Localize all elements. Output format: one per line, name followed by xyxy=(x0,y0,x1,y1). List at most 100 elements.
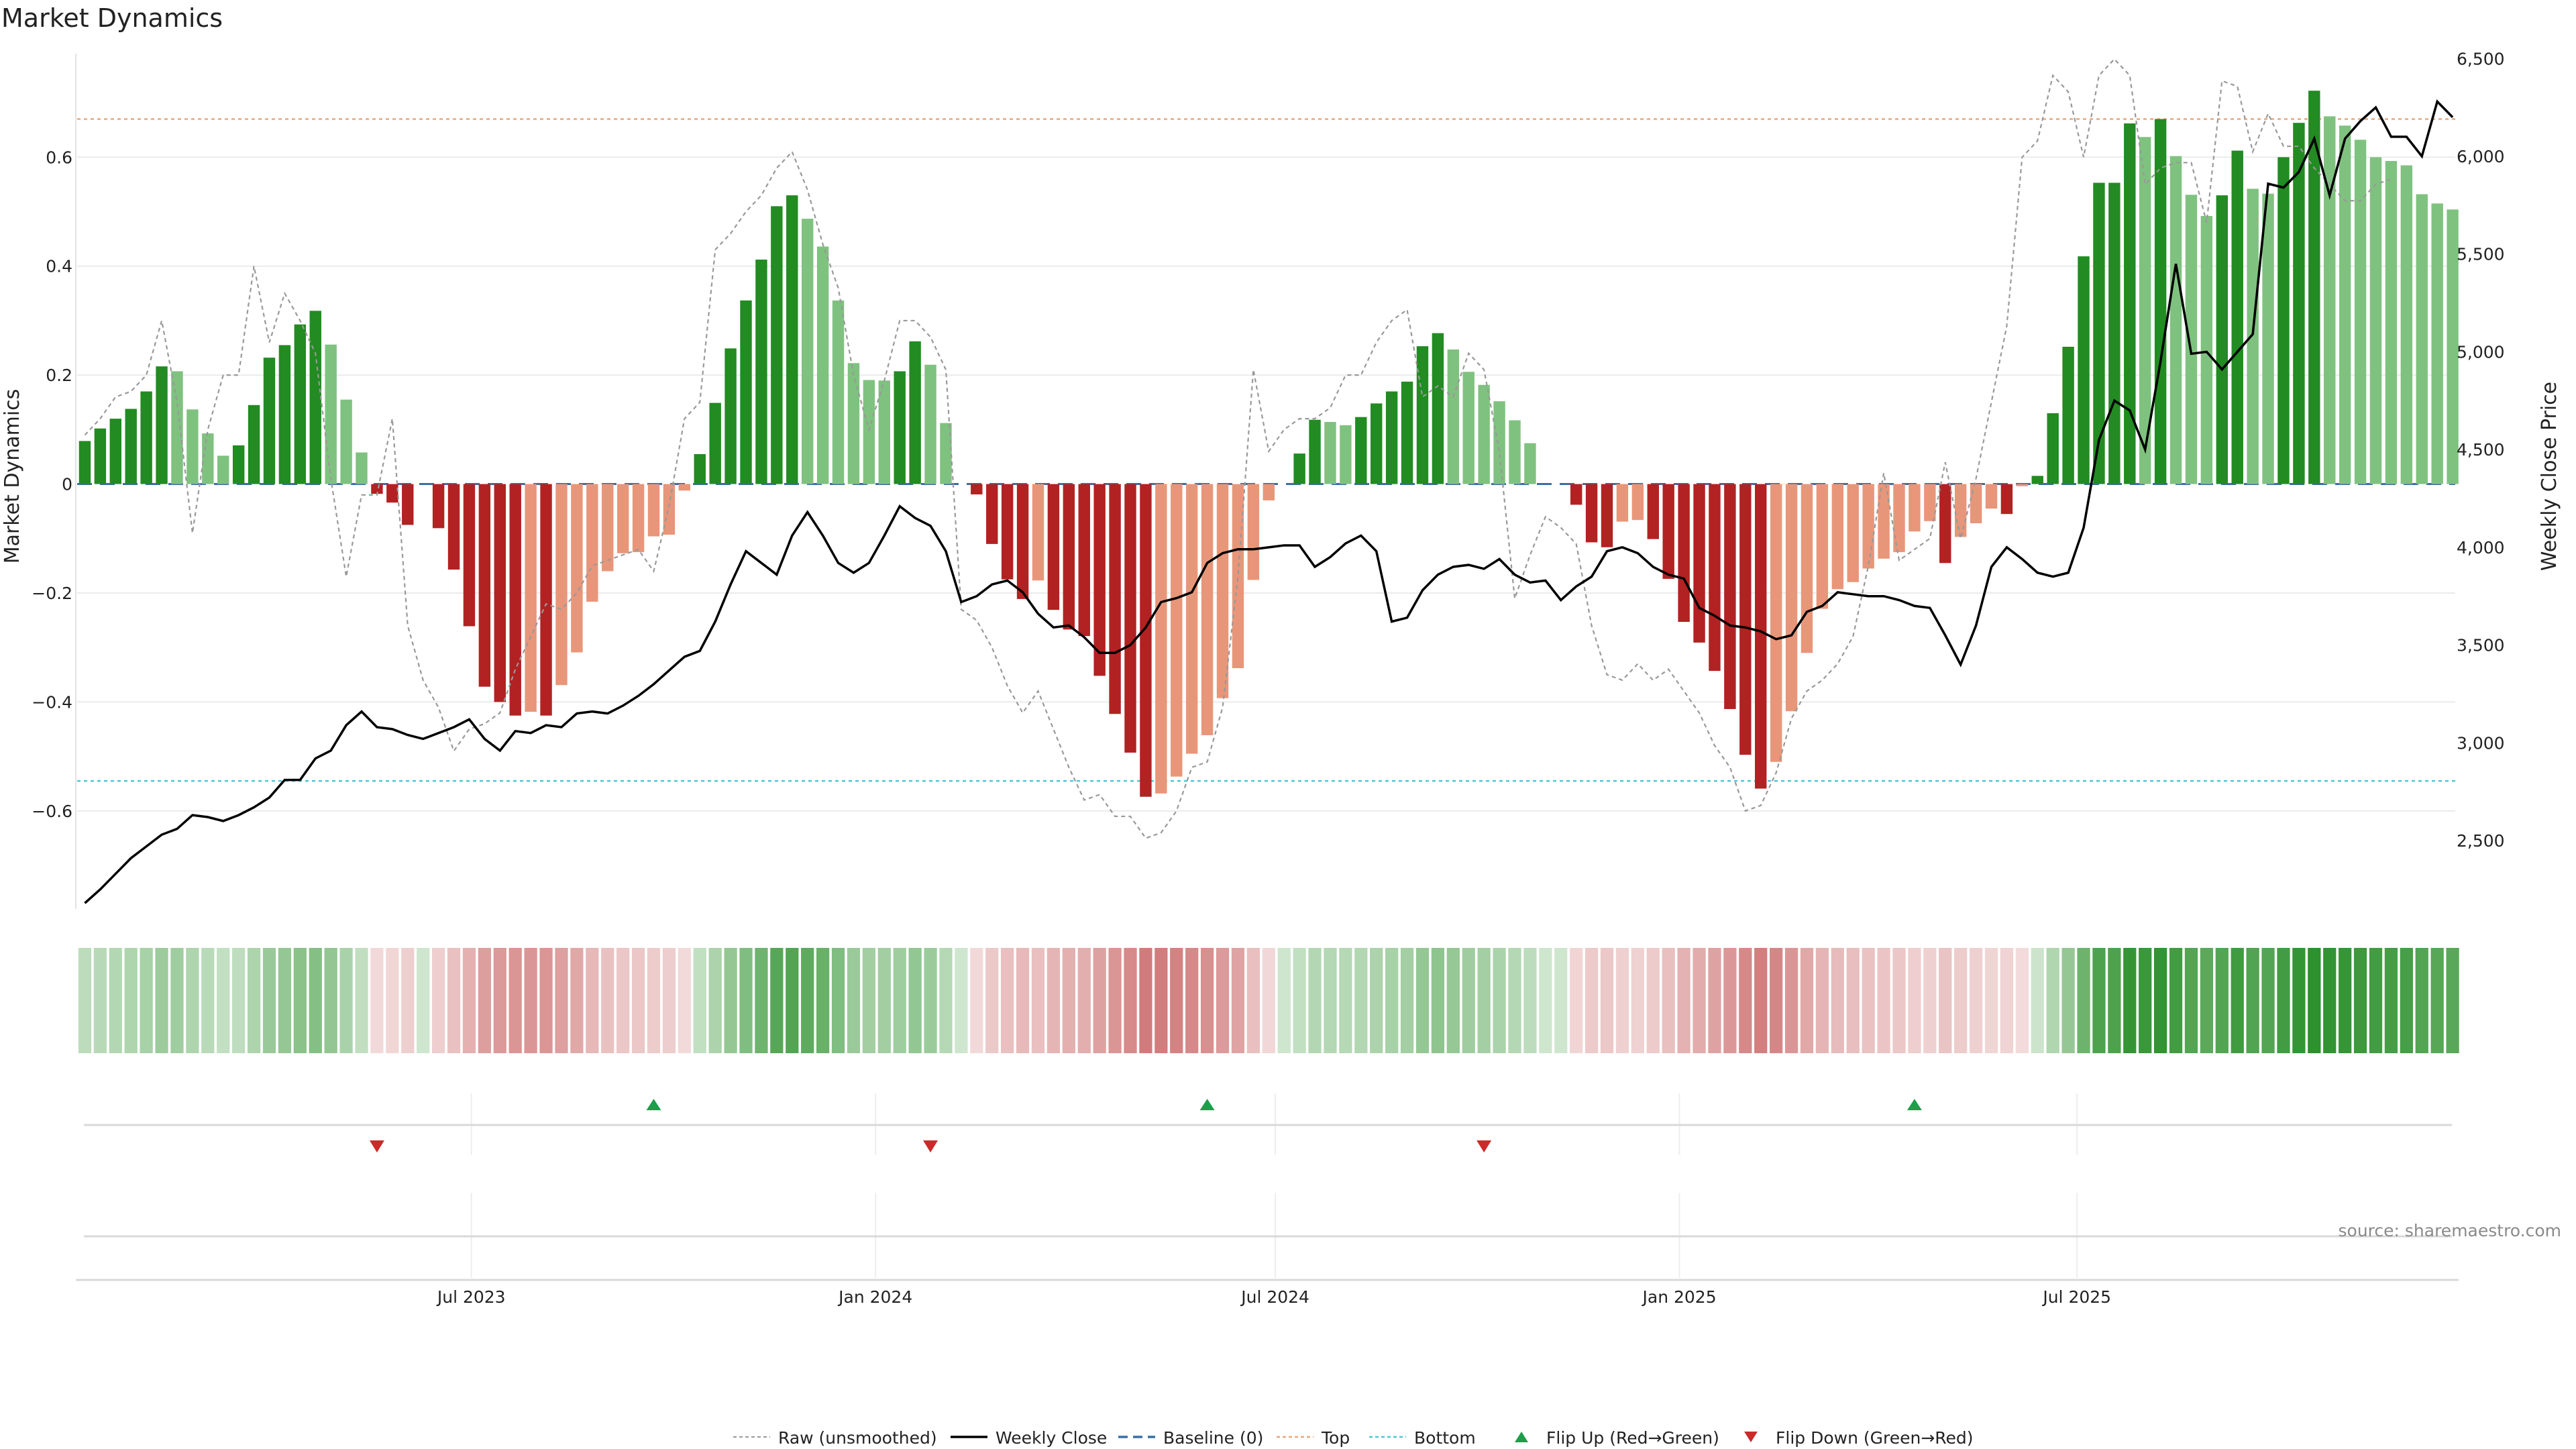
flip-down-marker xyxy=(923,1140,938,1152)
md-bar xyxy=(186,409,199,484)
md-bar xyxy=(555,484,568,686)
regime-cell xyxy=(2092,948,2106,1053)
md-bar xyxy=(663,484,676,535)
md-bar xyxy=(2216,195,2229,484)
md-bar xyxy=(125,409,137,484)
legend-flip-down-icon xyxy=(1744,1432,1758,1442)
md-bar xyxy=(1432,333,1444,484)
md-bar xyxy=(1924,484,1936,521)
regime-cell xyxy=(1585,948,1599,1053)
regime-cell xyxy=(401,948,415,1053)
md-bar xyxy=(740,300,752,484)
md-bar xyxy=(2277,157,2290,484)
regime-cell xyxy=(1739,948,1752,1053)
regime-cell xyxy=(2446,948,2459,1053)
x-tick-label: Jul 2025 xyxy=(2041,1287,2111,1307)
md-bar xyxy=(263,358,276,484)
regime-cell xyxy=(2369,948,2383,1053)
md-bar xyxy=(1509,420,1521,484)
regime-cell xyxy=(1385,948,1399,1053)
y2-axis-label: Weekly Close Price xyxy=(2538,382,2561,571)
regime-cell xyxy=(1446,948,1460,1053)
md-bar xyxy=(540,484,552,716)
md-bar xyxy=(232,445,245,484)
md-bar xyxy=(1293,453,1305,484)
md-bar xyxy=(494,484,506,702)
regime-cell xyxy=(186,948,199,1053)
md-bar xyxy=(1878,484,1890,559)
regime-cell xyxy=(2384,948,2398,1053)
y2-tick-label: 5,500 xyxy=(2457,245,2505,264)
regime-cell xyxy=(2061,948,2075,1053)
regime-cell xyxy=(2139,948,2152,1053)
regime-cell xyxy=(1246,948,1260,1053)
md-bar xyxy=(1970,484,1982,524)
md-bar xyxy=(2154,119,2167,484)
regime-cell xyxy=(2430,948,2444,1053)
regime-cell xyxy=(1923,948,1937,1053)
regime-cell xyxy=(262,948,276,1053)
md-bar xyxy=(724,348,737,484)
regime-cell xyxy=(109,948,122,1053)
regime-cell xyxy=(2277,948,2290,1053)
regime-cell xyxy=(1170,948,1183,1053)
regime-cell xyxy=(1862,948,1875,1053)
md-bar xyxy=(432,484,445,529)
x-tick-label: Jan 2024 xyxy=(837,1287,912,1307)
y-tick-label: 0.2 xyxy=(46,366,72,385)
regime-cell xyxy=(939,948,953,1053)
regime-cell xyxy=(1370,948,1383,1053)
y-tick-label: 0 xyxy=(62,475,72,494)
regime-cell xyxy=(1216,948,1230,1053)
regime-cell xyxy=(232,948,246,1053)
md-bar xyxy=(971,484,983,494)
regime-cell xyxy=(1939,948,1952,1053)
md-bar xyxy=(1631,484,1644,521)
md-bar xyxy=(1985,484,1998,509)
regime-cell xyxy=(1231,948,1245,1053)
md-bar xyxy=(2108,182,2121,484)
regime-cell xyxy=(1831,948,1844,1053)
md-bar xyxy=(2339,125,2351,484)
regime-cell xyxy=(1708,948,1721,1053)
flip-markers-panel xyxy=(76,1093,2459,1281)
md-bar xyxy=(1001,484,1014,580)
regime-cell xyxy=(431,948,445,1053)
md-bar xyxy=(1385,391,1398,484)
regime-cell xyxy=(724,948,737,1053)
md-bar xyxy=(602,484,614,572)
md-bar xyxy=(632,484,645,553)
regime-cell xyxy=(1908,948,1921,1053)
regime-cell xyxy=(1293,948,1306,1053)
md-bar xyxy=(940,423,952,484)
md-bar xyxy=(1739,484,1752,755)
regime-cell xyxy=(2031,948,2044,1053)
regime-cell xyxy=(124,948,138,1053)
regime-cell xyxy=(309,948,322,1053)
regime-cell xyxy=(140,948,153,1053)
legend-label: Baseline (0) xyxy=(1163,1428,1263,1448)
regime-cell xyxy=(2015,948,2029,1053)
regime-cell xyxy=(1046,948,1061,1053)
regime-cell xyxy=(2108,948,2121,1053)
md-bar xyxy=(94,428,107,484)
regime-cell xyxy=(1108,948,1122,1053)
md-bar xyxy=(309,311,321,484)
regime-cell xyxy=(1554,948,1568,1053)
md-bar xyxy=(1185,484,1198,754)
regime-cell xyxy=(417,948,430,1053)
md-bar xyxy=(1724,484,1736,709)
md-bar xyxy=(1201,484,1214,735)
md-bar xyxy=(2431,203,2443,484)
y-axis-label: Market Dynamics xyxy=(1,389,24,564)
regime-cell xyxy=(678,948,691,1053)
md-bar xyxy=(1709,484,1721,672)
md-bar xyxy=(1493,401,1505,484)
regime-cell xyxy=(386,948,399,1053)
regime-cell xyxy=(217,948,230,1053)
md-bar xyxy=(786,195,798,484)
chart-title: Market Dynamics xyxy=(1,3,223,33)
md-bar xyxy=(2416,194,2428,484)
regime-cell xyxy=(1508,948,1521,1053)
x-tick-label: Jul 2023 xyxy=(436,1287,506,1307)
